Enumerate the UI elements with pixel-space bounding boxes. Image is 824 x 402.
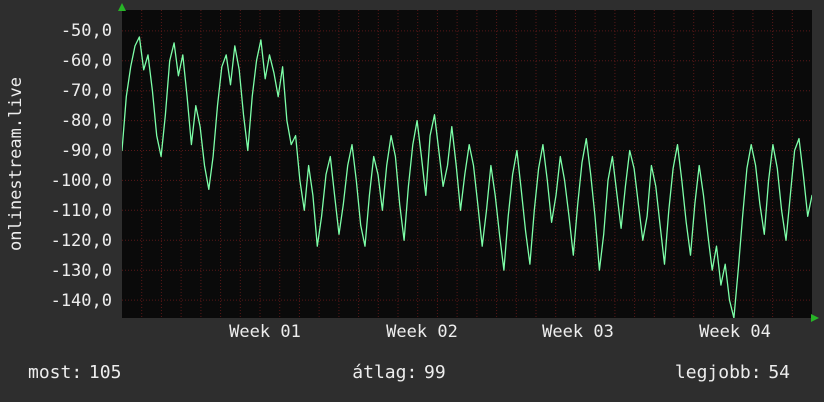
y-tick-label: -60,0: [60, 51, 112, 71]
stat-most: most: 105: [28, 362, 121, 383]
data-line: [122, 36, 812, 318]
stat-most-label: most:: [28, 362, 83, 383]
stat-atlag-label: átlag:: [352, 362, 418, 383]
grid-lines: [122, 10, 812, 318]
y-tick-label: -80,0: [60, 111, 112, 131]
stat-atlag-value: 99: [424, 362, 446, 383]
x-tick-label-week-03: Week 03: [542, 322, 614, 342]
y-tick-label: -120,0: [50, 231, 112, 251]
stat-most-value: 105: [88, 362, 122, 383]
stat-legjobb: legjobb: 54: [675, 362, 790, 383]
x-tick-label-week-01: Week 01: [229, 322, 301, 342]
stat-legjobb-value: 54: [768, 362, 790, 383]
y-tick-label: -130,0: [50, 261, 112, 281]
x-tick-label-week-02: Week 02: [386, 322, 458, 342]
y-axis: -50,0 -60,0 -70,0 -80,0 -90,0 -100,0 -11…: [20, 16, 112, 316]
stat-atlag: átlag: 99: [352, 362, 445, 383]
x-tick-label-week-04: Week 04: [699, 322, 771, 342]
y-axis-arrow-icon: [118, 3, 126, 11]
y-tick-label: -140,0: [50, 291, 112, 311]
stat-legjobb-label: legjobb:: [674, 362, 762, 383]
y-tick-label: -110,0: [50, 201, 112, 221]
plot-area: [122, 10, 812, 318]
y-tick-label: -100,0: [50, 171, 112, 191]
y-tick-label: -70,0: [60, 81, 112, 101]
footer-stats: most: 105 átlag: 99 legjobb: 54: [0, 362, 824, 390]
x-axis-arrow-icon: [811, 314, 819, 322]
chart-canvas: [122, 10, 812, 318]
y-tick-label: -90,0: [60, 141, 112, 161]
y-tick-label: -50,0: [60, 21, 112, 41]
